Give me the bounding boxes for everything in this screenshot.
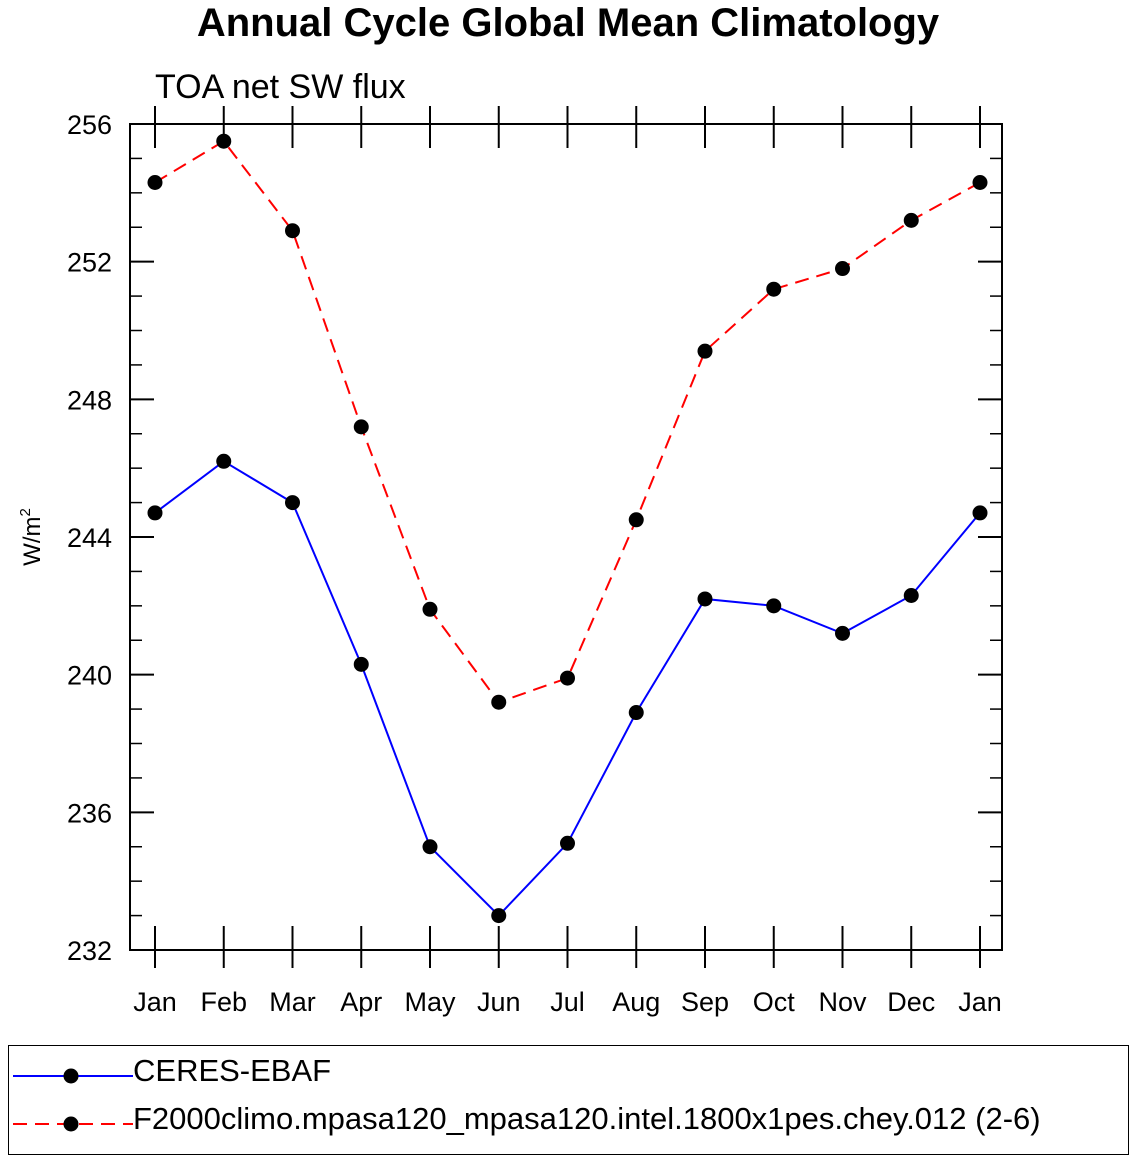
x-tick-label-jan: Jan	[958, 987, 1002, 1017]
series-1-point-7	[628, 512, 644, 528]
series-1-point-11	[903, 212, 919, 228]
legend: CERES-EBAF F2000climo.mpasa120_mpasa120.…	[8, 1045, 1129, 1155]
legend-item-f2000climo: F2000climo.mpasa120_mpasa120.intel.1800x…	[9, 1097, 1128, 1147]
series-1-point-1	[216, 133, 232, 149]
series-0-point-8	[697, 591, 713, 607]
series-1-point-3	[353, 419, 369, 435]
x-tick-label-jan: Jan	[133, 987, 177, 1017]
y-tick-label-236: 236	[67, 798, 112, 828]
series-1-point-0	[147, 175, 163, 191]
x-tick-label-may: May	[404, 987, 456, 1017]
x-tick-label-nov: Nov	[818, 987, 867, 1017]
page-title: Annual Cycle Global Mean Climatology	[196, 1, 940, 45]
y-axis-label-text: W/m	[19, 517, 46, 566]
x-tick-label-jul: Jul	[550, 987, 585, 1017]
y-tick-label-248: 248	[67, 385, 112, 415]
series-1-point-2	[285, 223, 300, 239]
chart-subtitle: TOA net SW flux	[155, 68, 406, 106]
plot-area: 232 236 240 244 248 252 256 Jan Feb Mar Apr May Jun J…	[67, 106, 1003, 1017]
x-tick-label-mar: Mar	[269, 987, 316, 1017]
series-1-point-12	[972, 175, 988, 191]
series-0-point-5	[491, 908, 507, 924]
y-tick-label-240: 240	[67, 661, 112, 691]
svg-text:W/m2: W/m2	[17, 508, 46, 566]
series-0-point-12	[972, 505, 988, 521]
y-tick-label-232: 232	[67, 936, 112, 966]
y-axis-label: W/m2	[17, 508, 46, 566]
x-tick-label-jun: Jun	[477, 987, 521, 1017]
series-0-point-7	[628, 705, 644, 721]
x-tick-label-dec: Dec	[887, 987, 935, 1017]
series-line-1	[154, 139, 981, 704]
series-1-point-4	[422, 601, 438, 617]
series-0-point-0	[147, 505, 163, 521]
series-0-point-10	[835, 625, 850, 641]
x-tick-label-feb: Feb	[200, 987, 247, 1017]
series-1-point-8	[697, 343, 713, 359]
series-0-point-9	[766, 598, 782, 614]
series-1-point-9	[766, 281, 782, 297]
legend-swatch-f2000climo	[13, 1116, 133, 1132]
series-0-point-6	[560, 835, 575, 851]
series-1-point-10	[835, 261, 850, 277]
x-tick-label-aug: Aug	[612, 987, 660, 1017]
legend-label-f2000climo: F2000climo.mpasa120_mpasa120.intel.1800x…	[133, 1101, 1041, 1136]
series-1-point-6	[560, 670, 575, 686]
series-0-point-4	[422, 839, 438, 855]
y-tick-label-244: 244	[67, 523, 112, 553]
line-chart: TOA net SW flux W/m2 2322362402442482522…	[17, 68, 1003, 1017]
x-tick-label-oct: Oct	[753, 987, 796, 1017]
series-0-point-11	[903, 588, 919, 604]
y-axis-label-superscript: 2	[17, 508, 34, 516]
plot-frame	[129, 123, 1003, 951]
series-0-point-3	[353, 656, 369, 672]
legend-swatch-ceres	[13, 1068, 133, 1084]
y-tick-label-256: 256	[67, 110, 112, 140]
series-0-point-1	[216, 453, 232, 469]
x-tick-label-sep: Sep	[681, 987, 729, 1017]
x-tick-label-apr: Apr	[340, 987, 382, 1017]
series-1-point-5	[491, 694, 507, 710]
legend-label-ceres: CERES-EBAF	[133, 1053, 332, 1088]
y-tick-label-252: 252	[67, 248, 112, 278]
series-0-point-2	[285, 495, 300, 511]
legend-item-ceres: CERES-EBAF	[9, 1049, 1128, 1099]
